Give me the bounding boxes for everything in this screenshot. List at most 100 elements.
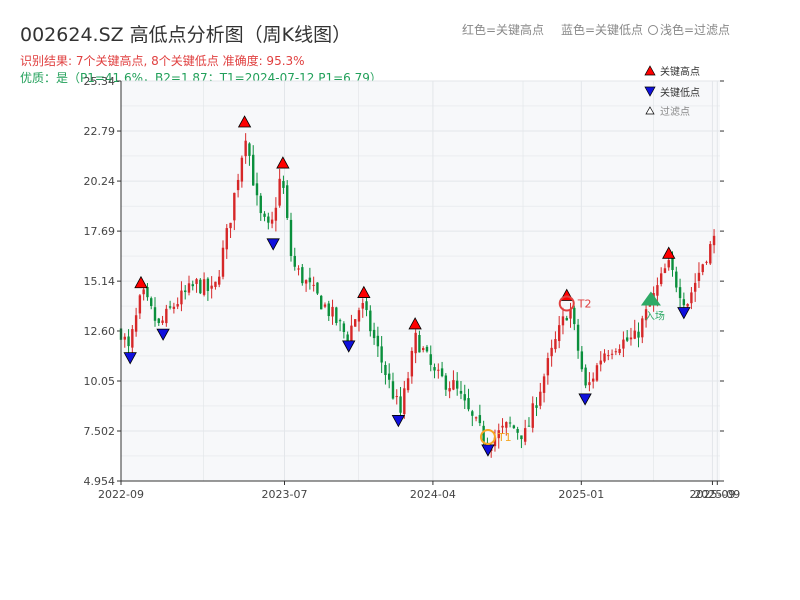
candle-body [467, 398, 470, 410]
candle [399, 386, 402, 419]
candle-body [403, 388, 406, 415]
candle-body [270, 219, 274, 224]
candle [663, 263, 667, 274]
key-high-marker [408, 317, 422, 330]
candle-body [539, 391, 542, 406]
y-tick-label: 10.05 [84, 375, 116, 388]
candle-body [675, 271, 678, 288]
candle-body [584, 367, 587, 386]
candle-body [471, 411, 474, 416]
candle [554, 331, 557, 353]
candle-body [252, 154, 255, 186]
candle [610, 349, 614, 360]
candle [633, 319, 636, 340]
candle [641, 315, 644, 344]
candle [323, 302, 327, 309]
candle-body [474, 417, 478, 419]
candle [180, 281, 183, 312]
candle-body [690, 292, 693, 304]
candle [418, 330, 421, 353]
candle [599, 351, 602, 372]
result-line: 识别结果: 7个关键高点, 8个关键低点 准确度: 95.3% [20, 54, 305, 68]
candle [697, 262, 701, 288]
candle [523, 419, 527, 446]
candle [206, 277, 210, 301]
candle [270, 211, 274, 229]
key-low-marker [677, 307, 691, 320]
candle [308, 267, 312, 290]
candle-body [176, 304, 179, 307]
header-legend-red: 红色=关键高点 [462, 23, 545, 37]
candle [618, 344, 621, 356]
key-low-marker [266, 238, 280, 251]
candle [584, 364, 587, 389]
y-tick-label: 12.60 [84, 325, 116, 338]
candle [535, 397, 538, 417]
t2-label: T2 [577, 298, 592, 311]
candle-body [157, 318, 160, 324]
candle [244, 133, 247, 164]
key-low-marker [156, 328, 170, 341]
candle [282, 175, 285, 194]
candle [588, 372, 591, 392]
candle [444, 373, 448, 397]
candle [573, 305, 576, 331]
candle-body [372, 329, 376, 339]
candle-body [308, 277, 312, 283]
candle [191, 280, 194, 291]
candle-body [218, 276, 221, 285]
candle-body [678, 287, 682, 299]
candle-body [361, 303, 364, 309]
candle-body [656, 285, 659, 296]
candle-body [384, 364, 387, 376]
candle-body [629, 337, 633, 340]
candle [150, 296, 153, 310]
candle [384, 361, 387, 385]
candle-body [335, 307, 338, 323]
candle [236, 173, 240, 198]
candle [388, 363, 391, 389]
candle-body [452, 380, 455, 390]
candle [229, 222, 232, 238]
candle [354, 319, 357, 327]
candle [478, 404, 482, 427]
candle-body [134, 315, 138, 332]
candle-body [535, 405, 538, 408]
candle-body [580, 351, 584, 370]
candle-body [274, 207, 278, 221]
key-high-marker [134, 275, 148, 289]
candle-body [263, 213, 266, 217]
candle-body [433, 367, 436, 371]
candle [701, 263, 704, 276]
candle [607, 350, 610, 361]
candle-body [172, 306, 176, 309]
candle [338, 318, 342, 332]
candle [357, 307, 361, 332]
candle [557, 316, 561, 349]
candle-body [546, 358, 550, 376]
candle-body [286, 185, 289, 218]
candle-body [376, 335, 380, 347]
candle [372, 322, 376, 345]
key-low-marker [342, 340, 356, 353]
candle [127, 329, 130, 353]
header-legend-light-label: 浅色=过滤点 [660, 23, 731, 37]
candle [539, 382, 542, 410]
candle [520, 435, 523, 449]
candle [335, 306, 338, 326]
candle-body [482, 425, 485, 442]
candle-body [712, 235, 716, 246]
x-tick-label: 2024-04 [410, 488, 456, 501]
candle-body [123, 336, 126, 340]
candle [293, 247, 296, 271]
candle-body [561, 316, 565, 326]
candle [403, 380, 406, 419]
candle-body [331, 306, 334, 317]
t2-circle [558, 295, 575, 312]
candle-body [150, 298, 153, 307]
candle [471, 409, 474, 427]
candle [187, 275, 191, 296]
candle [123, 333, 126, 348]
candle-body [342, 323, 346, 332]
candle [342, 321, 346, 339]
